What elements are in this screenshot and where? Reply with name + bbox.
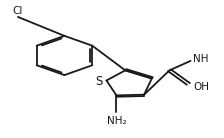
Text: OH: OH [193, 82, 209, 92]
Text: NH₂: NH₂ [107, 116, 126, 126]
Text: Cl: Cl [13, 6, 23, 16]
Text: NH: NH [193, 54, 209, 64]
Text: S: S [95, 75, 102, 88]
